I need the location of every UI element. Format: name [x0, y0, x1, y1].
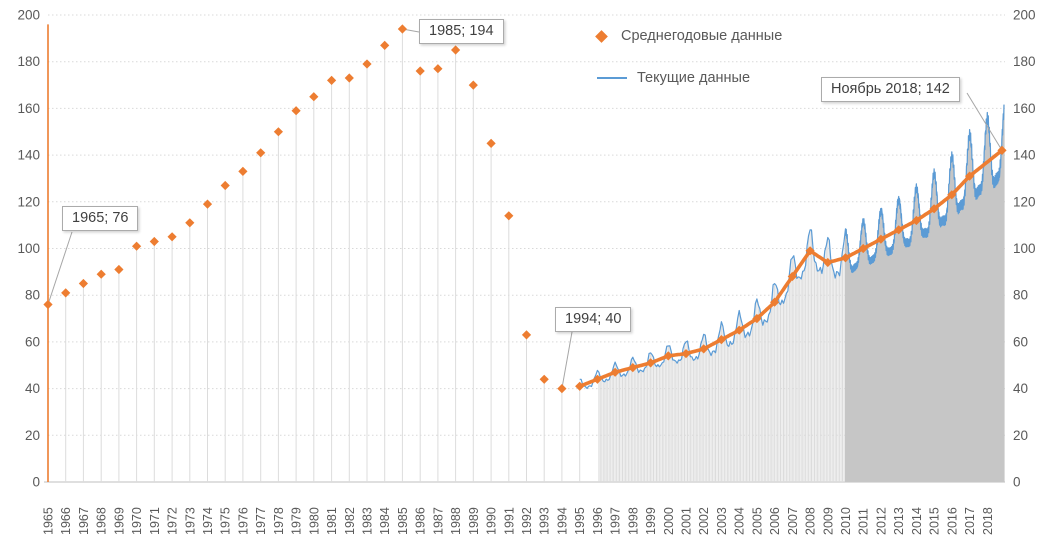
svg-text:40: 40 — [25, 381, 40, 396]
svg-text:2012: 2012 — [874, 507, 888, 535]
svg-text:1977: 1977 — [254, 507, 268, 535]
svg-text:140: 140 — [1013, 148, 1036, 163]
svg-text:1981: 1981 — [325, 507, 339, 535]
svg-text:2003: 2003 — [715, 507, 729, 535]
annotation-1994[interactable]: 1994; 40 — [555, 307, 632, 332]
svg-text:1967: 1967 — [77, 507, 91, 535]
svg-text:1975: 1975 — [219, 507, 233, 535]
svg-text:100: 100 — [1013, 241, 1036, 256]
svg-text:1966: 1966 — [59, 507, 73, 535]
svg-text:1970: 1970 — [130, 507, 144, 535]
svg-text:1979: 1979 — [290, 507, 304, 535]
svg-text:1998: 1998 — [626, 507, 640, 535]
svg-text:180: 180 — [17, 54, 40, 69]
svg-text:2017: 2017 — [963, 507, 977, 535]
svg-text:2011: 2011 — [857, 508, 871, 535]
svg-text:1980: 1980 — [307, 507, 321, 535]
svg-text:180: 180 — [1013, 54, 1036, 69]
svg-text:2018: 2018 — [981, 507, 995, 535]
legend-item-annual[interactable]: Среднегодовые данные — [595, 28, 783, 44]
svg-text:1974: 1974 — [201, 507, 215, 535]
svg-text:1994: 1994 — [555, 507, 569, 535]
svg-text:2008: 2008 — [804, 507, 818, 535]
svg-text:0: 0 — [32, 475, 40, 490]
svg-text:20: 20 — [1013, 428, 1028, 443]
svg-text:1969: 1969 — [112, 507, 126, 535]
svg-text:2015: 2015 — [928, 507, 942, 535]
svg-text:120: 120 — [17, 194, 40, 209]
svg-text:160: 160 — [17, 101, 40, 116]
svg-text:1992: 1992 — [520, 507, 534, 535]
svg-text:2006: 2006 — [768, 507, 782, 535]
svg-text:1984: 1984 — [378, 507, 392, 535]
annotation-1985[interactable]: 1985; 194 — [419, 19, 504, 44]
svg-text:2014: 2014 — [910, 507, 924, 535]
line-marker-icon — [597, 77, 627, 79]
annotation-nov-2018[interactable]: Ноябрь 2018; 142 — [821, 77, 960, 102]
svg-text:80: 80 — [25, 288, 40, 303]
svg-text:1987: 1987 — [431, 507, 445, 535]
svg-text:1993: 1993 — [538, 507, 552, 535]
annotation-nov-2018-label: Ноябрь 2018; 142 — [831, 81, 950, 97]
svg-text:1999: 1999 — [644, 507, 658, 535]
svg-text:1972: 1972 — [166, 507, 180, 535]
svg-text:1983: 1983 — [361, 507, 375, 535]
svg-text:2001: 2001 — [680, 507, 694, 535]
svg-text:1988: 1988 — [449, 507, 463, 535]
svg-text:1990: 1990 — [485, 507, 499, 535]
svg-text:2005: 2005 — [750, 507, 764, 535]
svg-text:1985: 1985 — [396, 507, 410, 535]
svg-text:1997: 1997 — [609, 507, 623, 535]
svg-text:80: 80 — [1013, 288, 1028, 303]
svg-text:0: 0 — [1013, 475, 1021, 490]
svg-text:2009: 2009 — [821, 507, 835, 535]
legend-label-current: Текущие данные — [637, 70, 751, 86]
svg-text:1971: 1971 — [148, 507, 162, 535]
svg-text:200: 200 — [1013, 8, 1036, 23]
svg-text:200: 200 — [17, 8, 40, 23]
svg-text:40: 40 — [1013, 381, 1028, 396]
svg-text:1982: 1982 — [343, 507, 357, 535]
svg-text:2002: 2002 — [697, 507, 711, 535]
svg-text:20: 20 — [25, 428, 40, 443]
svg-text:1968: 1968 — [95, 507, 109, 535]
svg-text:160: 160 — [1013, 101, 1036, 116]
svg-text:1989: 1989 — [467, 507, 481, 535]
annotation-1985-label: 1985; 194 — [429, 23, 494, 39]
svg-text:2013: 2013 — [892, 507, 906, 535]
svg-text:1986: 1986 — [414, 507, 428, 535]
svg-text:140: 140 — [17, 148, 40, 163]
svg-text:100: 100 — [17, 241, 40, 256]
svg-text:1978: 1978 — [272, 507, 286, 535]
legend-item-current[interactable]: Текущие данные — [597, 70, 782, 86]
svg-text:1965: 1965 — [42, 507, 56, 535]
svg-text:120: 120 — [1013, 194, 1036, 209]
svg-text:1991: 1991 — [502, 507, 516, 535]
annotation-1965-label: 1965; 76 — [72, 210, 129, 226]
annotation-1994-label: 1994; 40 — [565, 311, 622, 327]
svg-text:60: 60 — [1013, 334, 1028, 349]
svg-text:2010: 2010 — [839, 507, 853, 535]
svg-text:2016: 2016 — [945, 507, 959, 535]
annotation-1965[interactable]: 1965; 76 — [62, 206, 139, 231]
svg-text:2000: 2000 — [662, 507, 676, 535]
svg-text:1996: 1996 — [591, 507, 605, 535]
svg-text:60: 60 — [25, 334, 40, 349]
svg-text:1995: 1995 — [573, 507, 587, 535]
svg-text:2004: 2004 — [733, 507, 747, 535]
legend: Среднегодовые данные Текущие данные — [595, 28, 783, 112]
svg-text:1976: 1976 — [236, 507, 250, 535]
legend-label-annual: Среднегодовые данные — [621, 28, 783, 44]
svg-text:1973: 1973 — [183, 507, 197, 535]
diamond-marker-icon — [595, 29, 608, 43]
svg-text:2007: 2007 — [786, 507, 800, 535]
